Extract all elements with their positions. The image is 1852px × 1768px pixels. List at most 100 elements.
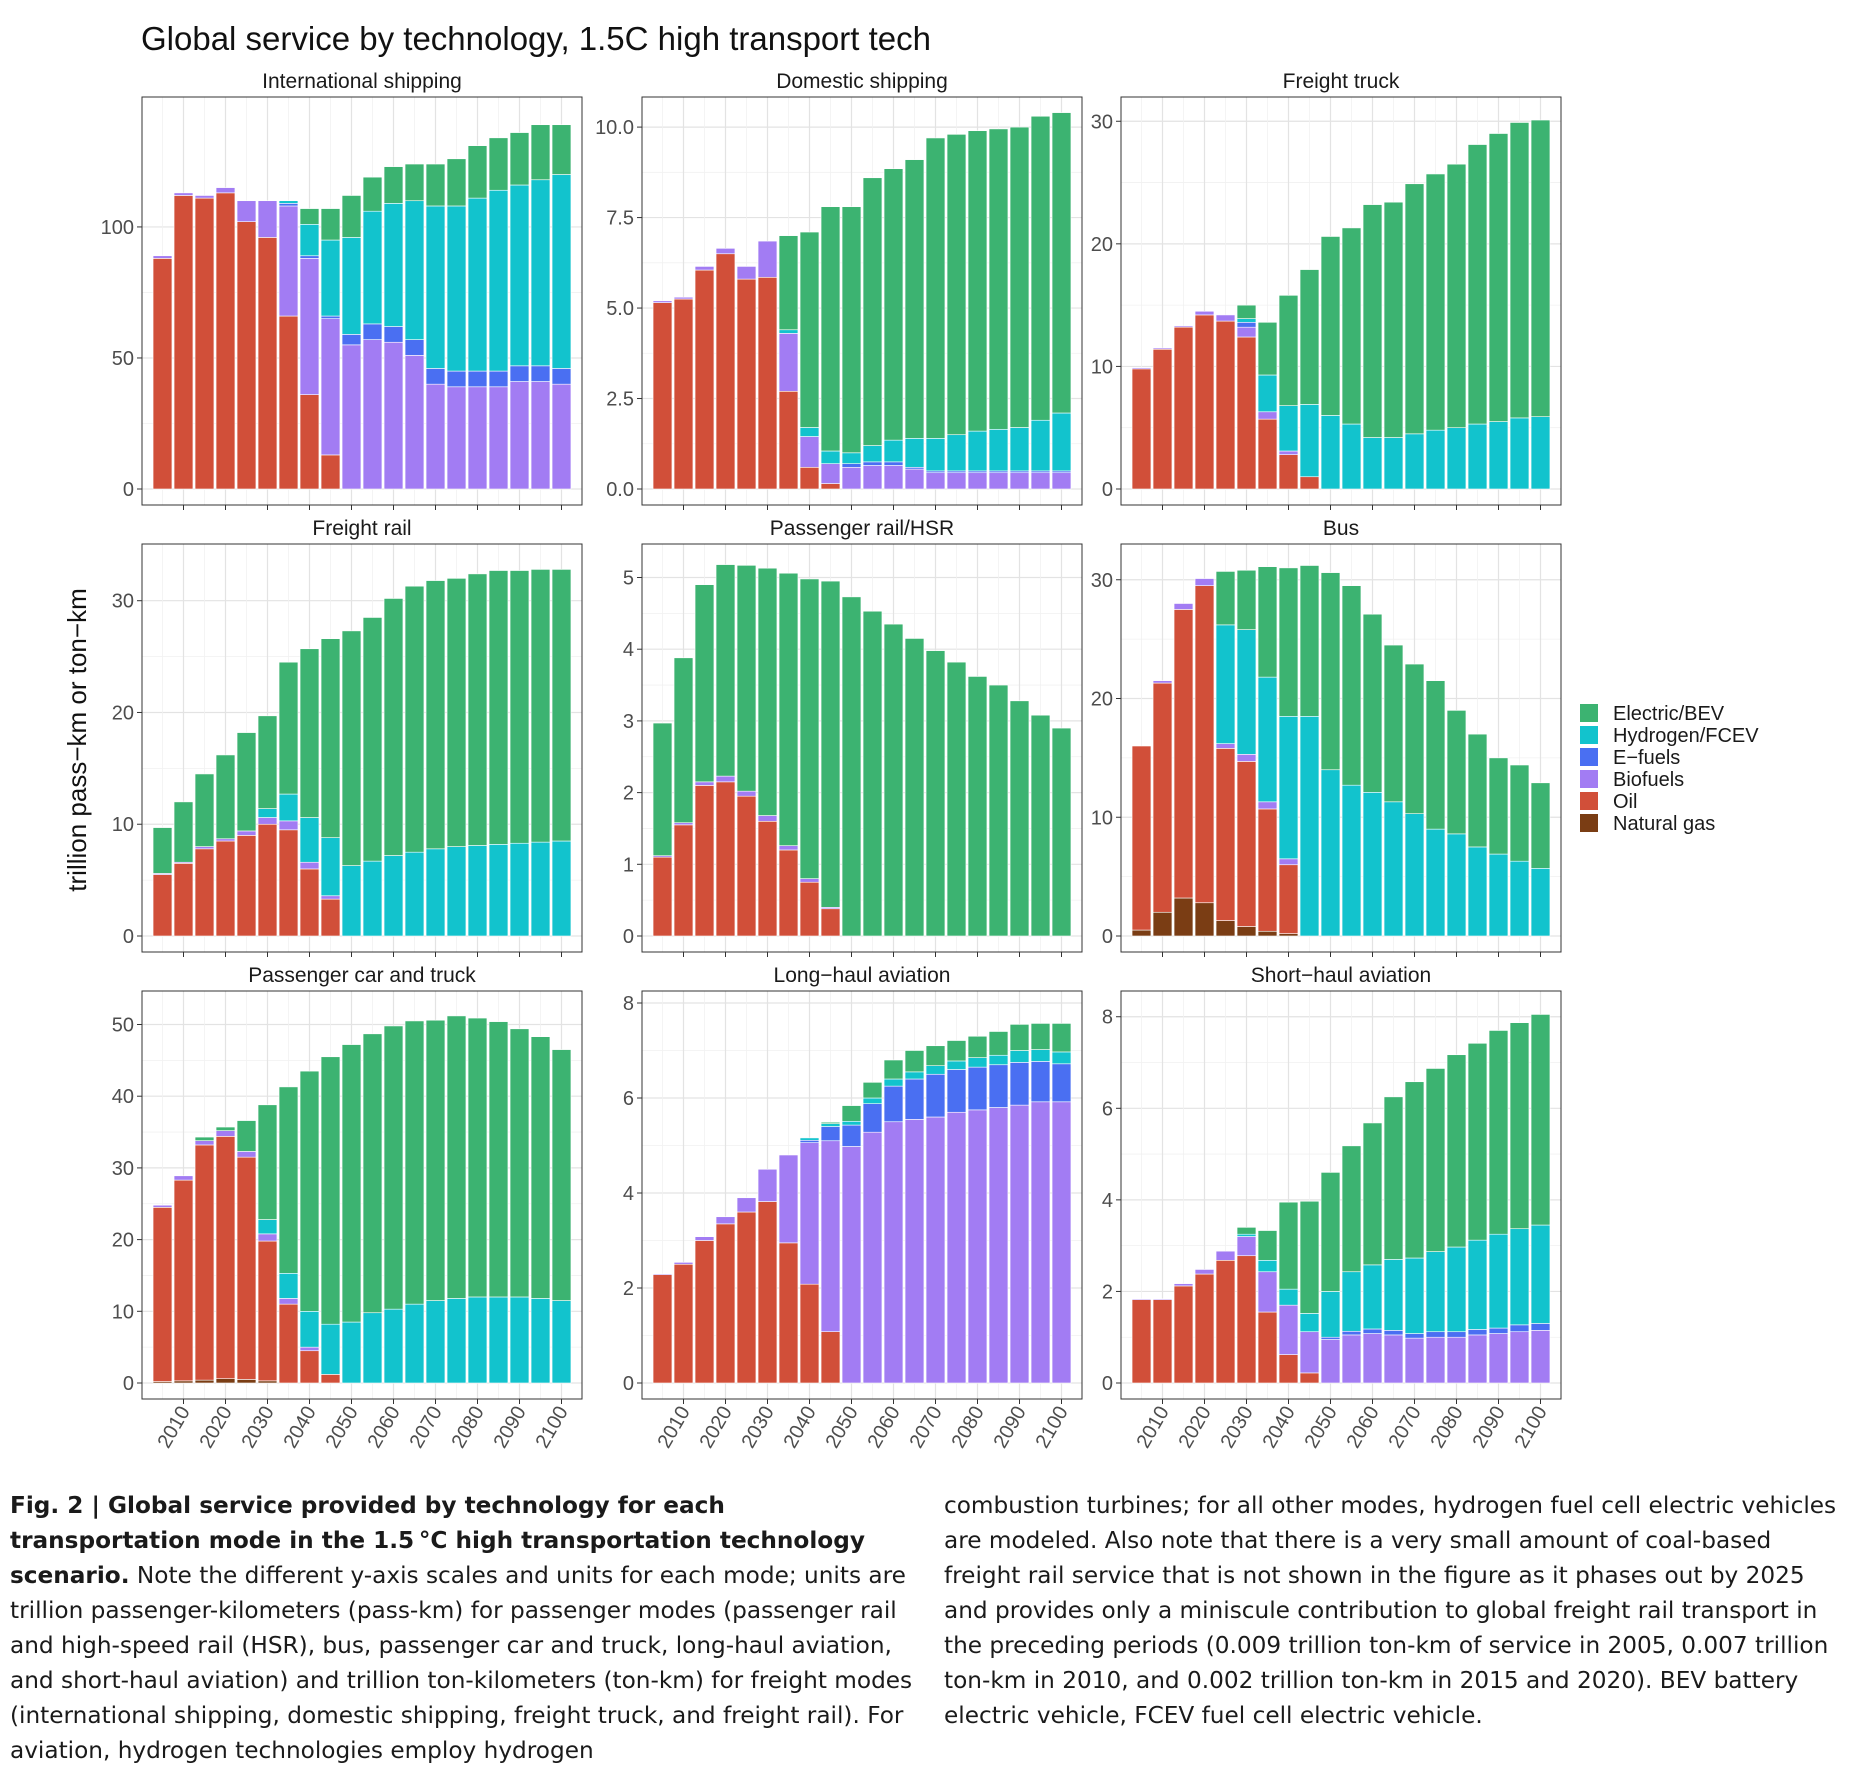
bar-segment-oil <box>152 258 173 490</box>
bar-segment-biofuels <box>1152 1298 1173 1300</box>
bar-segment-oil <box>1131 368 1152 490</box>
bar-segment-hydrogen-fcev <box>362 210 383 325</box>
bar-segment-biofuels <box>1257 801 1278 810</box>
bar-segment-biofuels <box>883 465 904 490</box>
bar-segment-hydrogen-fcev <box>278 793 299 822</box>
x-tick-label: 2030 <box>738 1403 779 1453</box>
y-tick-label: 7.5 <box>606 208 634 230</box>
x-tick-label: 2010 <box>654 1403 695 1453</box>
bar-segment-hydrogen-fcev <box>1299 404 1320 478</box>
x-tick-label: 2010 <box>154 1403 195 1453</box>
bar-segment-electric-bev <box>467 573 488 846</box>
y-tick-label: 10 <box>112 814 134 836</box>
bar-segment-biofuels <box>652 1273 673 1275</box>
bar-segment-oil <box>257 1240 278 1382</box>
bar-segment-electric-bev <box>278 1086 299 1274</box>
bar-segment-hydrogen-fcev <box>988 1054 1009 1066</box>
legend: Electric/BEVHydrogen/FCEVE−fuelsBiofuels… <box>1580 703 1759 835</box>
panel-international-shipping: International shipping 0 50 100 <box>101 70 583 510</box>
bar-segment-biofuels <box>1236 754 1257 762</box>
bar-segment-hydrogen-fcev <box>1236 629 1257 755</box>
bar-segment-biofuels <box>736 1197 757 1213</box>
bar-segment-electric-bev <box>467 1017 488 1298</box>
bar-segment-biofuels <box>778 845 799 851</box>
x-ticks <box>683 952 1062 957</box>
bar-segment-e-fuels <box>320 315 341 319</box>
bar-segment-e-fuels <box>1362 1328 1383 1334</box>
bar-segment-hydrogen-fcev <box>988 428 1009 472</box>
legend-label: Electric/BEV <box>1613 703 1725 725</box>
bar-segment-biofuels <box>362 339 383 490</box>
legend-label: E−fuels <box>1613 747 1680 769</box>
y-ticks: 0 1 2 3 4 5 <box>623 568 642 948</box>
bar-segment-hydrogen-fcev <box>1509 417 1530 490</box>
panel-title: Passenger rail/HSR <box>770 517 954 540</box>
bar-segment-biofuels <box>757 240 778 278</box>
panel-border <box>1120 96 1562 506</box>
bar-segment-hydrogen-fcev <box>1257 1260 1278 1273</box>
x-tick-label: 2080 <box>1427 1403 1468 1453</box>
panel-border <box>141 96 583 506</box>
bar-segment-electric-bev <box>946 1040 967 1062</box>
x-tick-label: 2090 <box>490 1403 531 1453</box>
legend-item-biofuels: Biofuels <box>1580 769 1684 791</box>
bar-segment-electric-bev <box>1509 122 1530 419</box>
bar-segment-electric-bev <box>530 1036 551 1299</box>
bar-segment-electric-bev <box>673 657 694 824</box>
panel-passenger-rail-hsr: Passenger rail/HSR 0 1 2 3 4 5 <box>623 517 1083 957</box>
bar-segment-natural-gas <box>1173 897 1194 937</box>
bar-segment-oil <box>1152 682 1173 913</box>
bar-segment-biofuels <box>1131 1298 1152 1300</box>
bar-segment-hydrogen-fcev <box>1530 416 1551 490</box>
panel-frame <box>1120 990 1562 1400</box>
bar-segment-natural-gas <box>1131 929 1152 937</box>
bar-segment-hydrogen-fcev <box>551 840 572 937</box>
panel-bus: Bus 0 10 20 30 <box>1091 517 1562 957</box>
bar-segment-hydrogen-fcev <box>1488 421 1509 490</box>
bar-segment-electric-bev <box>1383 644 1404 803</box>
bar-segment-electric-bev <box>967 130 988 432</box>
bar-segment-biofuels <box>299 258 320 395</box>
bar-segment-e-fuels <box>446 370 467 388</box>
x-tick-label: 2100 <box>1511 1403 1552 1453</box>
y-tick-label: 10 <box>1091 807 1113 829</box>
x-tick-label: 2100 <box>532 1403 573 1453</box>
bar-segment-biofuels <box>1425 1336 1446 1384</box>
bar-segment-electric-bev <box>1278 1201 1299 1290</box>
bar-segment-electric-bev <box>883 1059 904 1080</box>
bar-segment-biofuels <box>862 1131 883 1384</box>
bar-segment-natural-gas <box>1257 930 1278 937</box>
y-tick-label: 50 <box>112 348 134 370</box>
bar-segment-hydrogen-fcev <box>1320 415 1341 490</box>
x-tick-label: 2060 <box>1343 1403 1384 1453</box>
bar-segment-biofuels <box>215 187 236 194</box>
bar-segment-electric-bev <box>215 754 236 840</box>
bar-segment-electric-bev <box>1341 585 1362 786</box>
x-tick-label: 2090 <box>990 1403 1031 1453</box>
panel-bars <box>1131 1014 1551 1384</box>
bar-segment-natural-gas <box>173 1380 194 1384</box>
bar-segment-electric-bev <box>152 827 173 874</box>
bar-segment-electric-bev <box>1530 782 1551 869</box>
bar-segment-oil <box>257 237 278 490</box>
bar-segment-oil <box>257 823 278 937</box>
bar-segment-electric-bev <box>1446 1054 1467 1248</box>
y-ticks: 0 2 4 6 8 <box>623 993 642 1395</box>
x-tick-label: 2030 <box>1217 1403 1258 1453</box>
y-tick-label: 2 <box>1102 1281 1113 1303</box>
bar-segment-hydrogen-fcev <box>1341 1271 1362 1332</box>
bar-segment-electric-bev <box>1278 567 1299 717</box>
bar-segment-hydrogen-fcev <box>1530 1224 1551 1324</box>
panel-bars <box>652 1023 1072 1384</box>
bar-segment-biofuels <box>946 1111 967 1384</box>
bar-segment-hydrogen-fcev <box>1425 828 1446 937</box>
x-tick-label: 2050 <box>1301 1403 1342 1453</box>
y-tick-label: 0 <box>123 1373 134 1395</box>
bar-segment-hydrogen-fcev <box>488 1296 509 1384</box>
bar-segment-hydrogen-fcev <box>509 184 530 367</box>
bar-segment-oil <box>215 840 236 937</box>
bar-segment-biofuels <box>946 472 967 490</box>
bar-segment-natural-gas <box>215 1378 236 1384</box>
bar-segment-oil <box>736 1211 757 1384</box>
bar-segment-e-fuels <box>1509 1324 1530 1333</box>
